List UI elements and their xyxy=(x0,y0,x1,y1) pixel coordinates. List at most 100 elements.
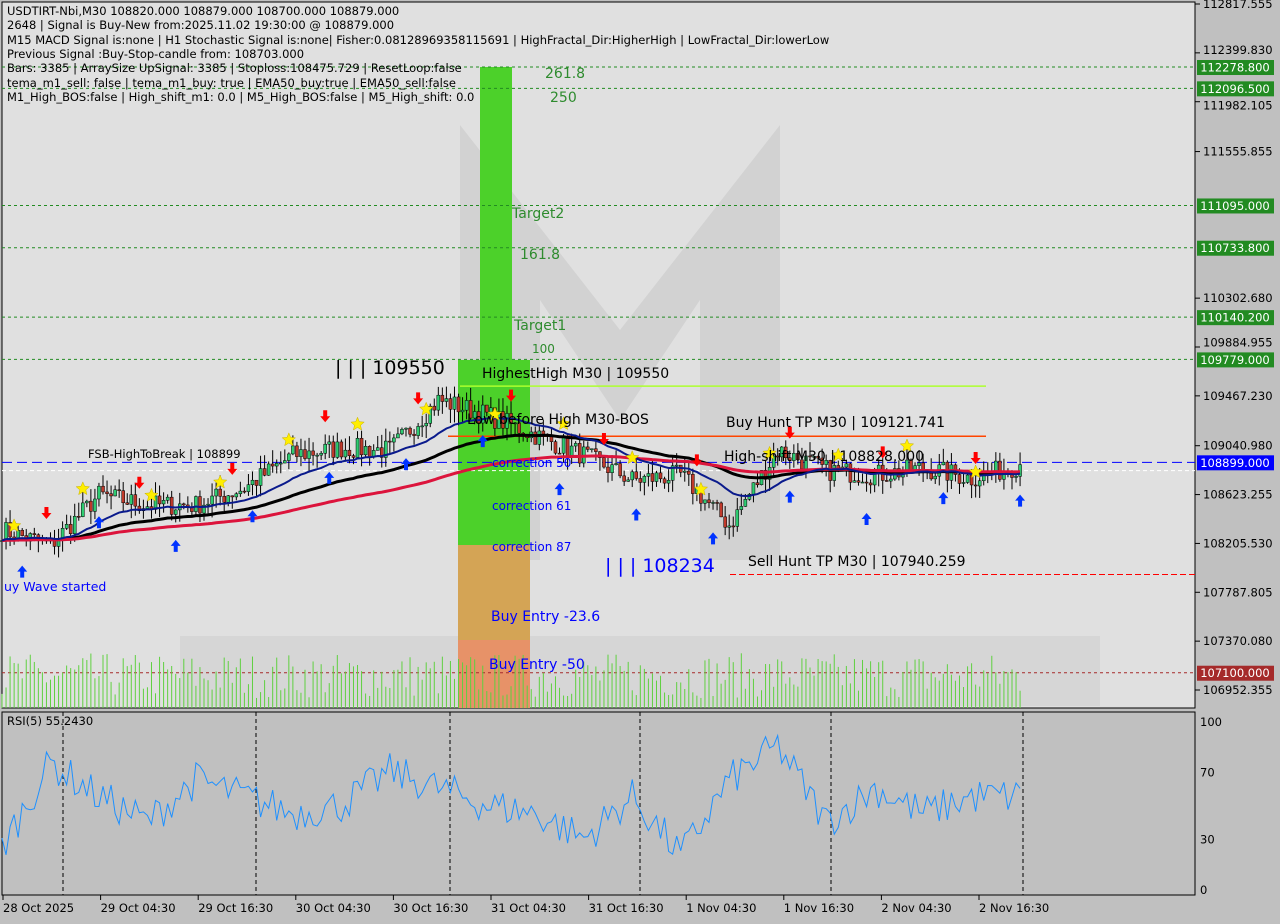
candle-body xyxy=(824,460,828,465)
candle-body xyxy=(885,480,889,482)
buy-hunt-label: Buy Hunt TP M30 | 109121.741 xyxy=(726,415,945,431)
candle-body xyxy=(941,461,946,466)
candle-body xyxy=(274,463,279,467)
candle-body xyxy=(973,484,978,487)
candle-body xyxy=(400,428,404,435)
candle-body xyxy=(501,411,505,429)
ema-navy-line xyxy=(1,416,1021,542)
sell-arrow-icon xyxy=(320,410,331,423)
candle-body xyxy=(961,482,966,484)
candle-body xyxy=(424,423,428,427)
star-icon xyxy=(418,401,434,416)
price-level-tag xyxy=(1197,198,1274,214)
candle-body xyxy=(662,478,667,484)
candle-body xyxy=(343,449,348,458)
candle-body xyxy=(517,422,521,434)
x-tick-label: 30 Oct 04:30 xyxy=(296,901,371,915)
highest-marker: | | | 109550 xyxy=(335,357,445,379)
candle-body xyxy=(472,411,477,419)
y-tick-label: 111555.855 xyxy=(1203,145,1273,159)
candle-body xyxy=(77,516,81,518)
candle-body xyxy=(917,462,921,466)
price-level-tag xyxy=(1197,240,1274,256)
y-tick-label: 108205.530 xyxy=(1203,536,1273,550)
candle-body xyxy=(331,441,336,458)
candle-body xyxy=(541,430,546,435)
buy-arrow-icon xyxy=(784,490,795,503)
candle-body xyxy=(388,440,392,443)
price-level-tag xyxy=(1197,665,1274,681)
candle-body xyxy=(788,457,792,461)
candle-body xyxy=(977,480,982,487)
candle-body xyxy=(121,490,125,504)
sell-arrow-icon xyxy=(227,462,238,475)
fib-161-label: 161.8 xyxy=(520,247,561,263)
candle-body xyxy=(315,454,319,457)
y-tick-label: 111982.105 xyxy=(1203,98,1273,112)
buy-arrow-icon xyxy=(401,458,411,471)
candle-body xyxy=(731,525,735,528)
buy-arrow-icon xyxy=(861,512,872,525)
buy-arrow-icon xyxy=(554,483,565,496)
star-icon xyxy=(556,416,571,431)
price-level-value: 107100.000 xyxy=(1200,666,1270,680)
candle-body xyxy=(832,465,836,481)
price-level-tag xyxy=(1197,81,1274,97)
candle-body xyxy=(464,400,469,411)
x-tick-label: 2 Nov 04:30 xyxy=(881,901,951,915)
star-icon xyxy=(899,438,915,453)
buy-arrow-icon xyxy=(247,510,258,523)
candle-body xyxy=(626,479,630,482)
candle-body xyxy=(561,437,566,454)
rsi-tick-label: 0 xyxy=(1200,883,1207,897)
x-tick-label: 29 Oct 04:30 xyxy=(101,901,176,915)
price-level-tag xyxy=(1197,60,1274,76)
candle-body xyxy=(784,446,788,459)
candle-body xyxy=(194,496,198,512)
candle-body xyxy=(590,448,594,450)
candle-body xyxy=(4,522,8,541)
candle-body xyxy=(618,463,622,477)
candle-body xyxy=(165,496,170,501)
candle-body xyxy=(230,495,235,498)
candle-body xyxy=(650,473,655,482)
highest-high-label: HighestHigh M30 | 109550 xyxy=(482,366,670,382)
candle-body xyxy=(420,425,424,428)
candle-body xyxy=(323,443,327,454)
candle-body xyxy=(295,445,299,457)
candle-body xyxy=(755,482,760,486)
x-tick-label: 2 Nov 16:30 xyxy=(979,901,1049,915)
candle-body xyxy=(553,441,558,454)
candle-body xyxy=(133,494,138,507)
candle-body xyxy=(206,503,210,506)
candle-body xyxy=(145,506,150,509)
correction-50-label: correction 50 xyxy=(492,456,572,470)
candle-body xyxy=(287,453,291,461)
price-level-value: 112278.800 xyxy=(1200,61,1270,75)
candle-body xyxy=(335,441,340,458)
candle-body xyxy=(173,509,178,515)
star-icon xyxy=(624,450,640,465)
candle-body xyxy=(622,475,626,482)
candle-body xyxy=(779,446,784,458)
candle-body xyxy=(792,453,796,461)
buy-arrow-icon xyxy=(938,492,949,505)
candle-body xyxy=(860,481,865,484)
info-line: tema_m1_sell: false | tema_m1_buy: true … xyxy=(7,75,456,90)
candle-body xyxy=(81,502,85,517)
fsb-label: FSB-HighToBreak | 108899 xyxy=(88,447,241,461)
target2-label: Target2 xyxy=(512,206,565,222)
price-level-value: 110140.200 xyxy=(1200,311,1270,325)
y-tick-label: 110302.680 xyxy=(1203,291,1273,305)
candle-body xyxy=(32,533,37,535)
y-tick-label: 109884.955 xyxy=(1203,335,1273,349)
rsi-tick-label: 30 xyxy=(1200,833,1215,847)
candle-body xyxy=(117,489,121,491)
sell-arrow-icon xyxy=(598,433,609,446)
candle-body xyxy=(505,413,509,429)
buy-arrow-icon xyxy=(1015,494,1026,507)
candle-body xyxy=(218,488,222,497)
info-line: USDTIRT-Nbi,M30 108820.000 108879.000 10… xyxy=(7,4,400,18)
